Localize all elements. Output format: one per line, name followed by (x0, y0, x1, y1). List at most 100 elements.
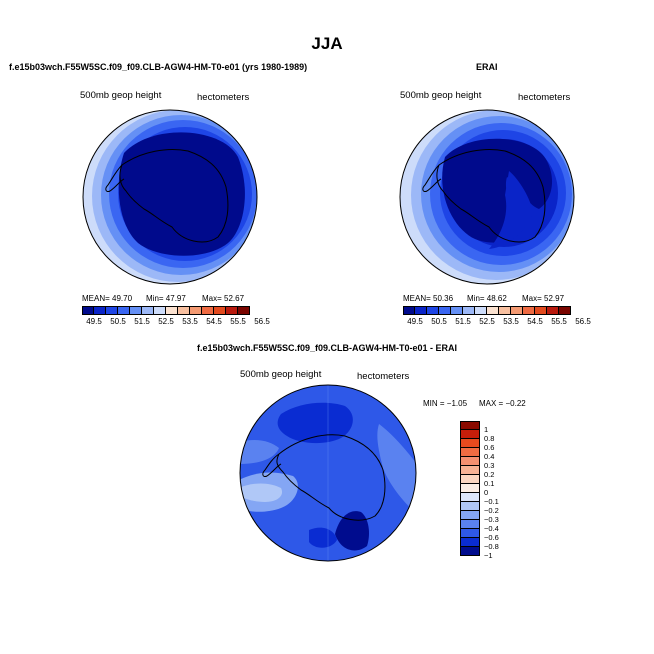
right-colorbar-frame (403, 306, 571, 315)
diff-polar-map (239, 384, 417, 562)
left-units-label: hectometers (197, 92, 250, 103)
right-colorbar-ticks: 49.5 50.5 51.5 52.5 53.5 54.5 55.5 56.5 (403, 317, 591, 327)
diff-colorbar-tick-label: 0.4 (484, 452, 495, 461)
left-colorbar-tick-label: 55.5 (230, 317, 246, 326)
right-colorbar-tick-label: 51.5 (455, 317, 471, 326)
right-colorbar-tick-label: 50.5 (431, 317, 447, 326)
left-colorbar-cell (82, 306, 94, 315)
diff-stats-max: MAX = −0.22 (479, 399, 526, 408)
right-colorbar-tick-label: 52.5 (479, 317, 495, 326)
left-colorbar-tick-label: 51.5 (134, 317, 150, 326)
right-colorbar-cell (487, 306, 499, 315)
left-colorbar-cell (118, 306, 130, 315)
right-colorbar-cell (475, 306, 487, 315)
antarctica-coastline (105, 149, 229, 243)
diff-colorbar-cell (460, 484, 480, 493)
diff-colorbar-cell (460, 529, 480, 538)
diff-colorbar-tick-label: −1 (484, 551, 493, 560)
right-colorbar-cell (523, 306, 535, 315)
right-colorbar-cell (451, 306, 463, 315)
left-colorbar-cell (154, 306, 166, 315)
right-colorbar-cell (415, 306, 427, 315)
right-colorbar (403, 306, 571, 315)
left-colorbar-tick-label: 49.5 (86, 317, 102, 326)
left-colorbar-tick-label: 53.5 (182, 317, 198, 326)
right-colorbar-tick-label: 53.5 (503, 317, 519, 326)
left-stats-mean: MEAN= 49.70 (82, 294, 133, 303)
right-variable-label: 500mb geop height (400, 90, 482, 101)
left-colorbar-ticks: 49.5 50.5 51.5 52.5 53.5 54.5 55.5 56.5 (82, 317, 270, 327)
right-colorbar-cell (499, 306, 511, 315)
diff-colorbar-cell (460, 475, 480, 484)
left-colorbar-cell (106, 306, 118, 315)
left-colorbar-cell (214, 306, 226, 315)
right-colorbar-cell (439, 306, 451, 315)
diff-colorbar-tick-label: 1 (484, 425, 489, 434)
left-colorbar-frame (82, 306, 250, 315)
left-colorbar-cell (94, 306, 106, 315)
diff-colorbar-tick-label: −0.6 (484, 533, 499, 542)
left-colorbar-tick-label: 56.5 (254, 317, 270, 326)
diff-case-title: f.e15b03wch.F55W5SC.f09_f09.CLB-AGW4-HM-… (196, 343, 458, 353)
left-polar-map (82, 109, 258, 285)
diff-colorbar-cell (460, 466, 480, 475)
right-stats-mean: MEAN= 50.36 (403, 294, 454, 303)
left-variable-label: 500mb geop height (80, 90, 162, 101)
left-colorbar-tick-label: 54.5 (206, 317, 222, 326)
left-colorbar-cell (166, 306, 178, 315)
right-case-title: ERAI (476, 62, 498, 72)
left-stats-min: Min= 47.97 (146, 294, 186, 303)
diff-colorbar-cell (460, 430, 480, 439)
diff-colorbar-tick-label: −0.2 (484, 506, 499, 515)
left-colorbar-cell (130, 306, 142, 315)
left-case-title: f.e15b03wch.F55W5SC.f09_f09.CLB-AGW4-HM-… (9, 62, 308, 72)
left-colorbar (82, 306, 250, 315)
left-colorbar-tick-label: 50.5 (110, 317, 126, 326)
diff-colorbar-ticks: 1 0.8 0.6 0.4 0.3 0.2 0.1 0 −0.1 −0.2 −0.3 −0.4 −0.6… (484, 421, 524, 560)
diff-colorbar-tick-label: −0.3 (484, 515, 499, 524)
diff-colorbar-tick-label: −0.1 (484, 497, 499, 506)
diff-colorbar-tick-label: 0.2 (484, 470, 495, 479)
diff-colorbar-tick-label: 0.8 (484, 434, 495, 443)
diff-colorbar-cell (460, 448, 480, 457)
diff-colorbar-cell (460, 520, 480, 529)
right-colorbar-cell (547, 306, 559, 315)
diff-colorbar-tick-label: 0 (484, 488, 489, 497)
diff-units-label: hectometers (357, 371, 410, 382)
diff-colorbar-tick-label: 0.6 (484, 443, 495, 452)
left-colorbar-cell (142, 306, 154, 315)
diff-colorbar-tick-label: −0.8 (484, 542, 499, 551)
diff-colorbar-tick-label: −0.4 (484, 524, 499, 533)
left-colorbar-cell (226, 306, 238, 315)
right-colorbar-tick-label: 56.5 (575, 317, 591, 326)
right-colorbar-cell (427, 306, 439, 315)
right-colorbar-tick-label: 55.5 (551, 317, 567, 326)
right-colorbar-cell (403, 306, 415, 315)
diff-colorbar-tick-label: 0.3 (484, 461, 495, 470)
left-colorbar-cell (178, 306, 190, 315)
antarctica-coastline (422, 149, 546, 243)
right-stats-min: Min= 48.62 (467, 294, 507, 303)
diff-colorbar-cell (460, 511, 480, 520)
diff-colorbar-tick-label: 0.1 (484, 479, 495, 488)
diff-colorbar-cell (460, 421, 480, 430)
right-colorbar-tick-label: 49.5 (407, 317, 423, 326)
diff-stats-min: MIN = −1.05 (423, 399, 468, 408)
right-colorbar-tick-label: 54.5 (527, 317, 543, 326)
page-title: JJA (311, 34, 343, 53)
diff-colorbar-cell (460, 439, 480, 448)
diff-colorbar-frame (460, 421, 480, 556)
right-colorbar-cell (535, 306, 547, 315)
diff-colorbar-cell (460, 538, 480, 547)
left-colorbar-cell (202, 306, 214, 315)
left-colorbar-tick-label: 52.5 (158, 317, 174, 326)
right-units-label: hectometers (518, 92, 571, 103)
diff-variable-label: 500mb geop height (240, 369, 322, 380)
diff-colorbar-cell (460, 457, 480, 466)
left-stats-max: Max= 52.67 (202, 294, 245, 303)
right-colorbar-cell (511, 306, 523, 315)
diff-colorbar-cell (460, 493, 480, 502)
antarctica-coastline (262, 434, 386, 521)
right-polar-map (399, 109, 575, 285)
diff-colorbar-cell (460, 502, 480, 511)
